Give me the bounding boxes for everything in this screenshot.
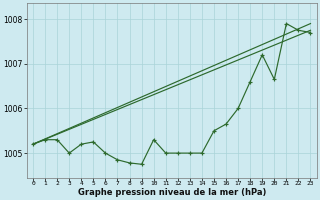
X-axis label: Graphe pression niveau de la mer (hPa): Graphe pression niveau de la mer (hPa) [77,188,266,197]
